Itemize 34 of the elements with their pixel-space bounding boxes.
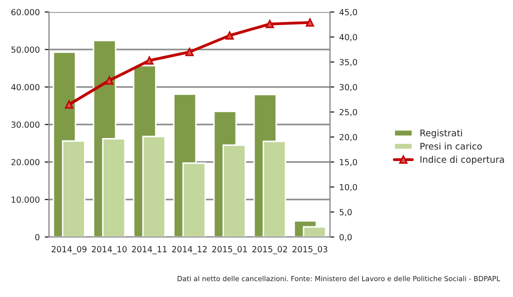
y-tick-label: 10.000 (12, 196, 40, 203)
y-tick-label: 40.000 (11, 84, 40, 90)
y2-tick-label: 35,0 (340, 58, 358, 66)
x-tick-label: 2014_11 (132, 246, 167, 254)
y2-tick-label: 40,0 (339, 34, 358, 42)
legend-label: Indice di copertura (420, 156, 504, 165)
y2-tick-label: 25,0 (340, 108, 358, 116)
y2-tick-label: 10,0 (340, 184, 358, 192)
y2-tick-label: 15,0 (340, 158, 358, 166)
y-tick-label: 30.000 (11, 121, 40, 128)
point (185, 48, 194, 56)
point (266, 20, 274, 28)
point (105, 76, 114, 85)
point (225, 31, 234, 40)
y2-tick-label: 5,0 (340, 208, 352, 216)
x-tick-label: 2014_12 (172, 246, 207, 254)
y-tick-label: 50.000 (11, 46, 40, 53)
y-tick-label: 0 (35, 234, 40, 240)
y-tick-label: 60.000 (11, 8, 40, 16)
point (306, 18, 314, 27)
y2-tick-label: 45,0 (339, 8, 358, 16)
x-tick-label: 2014_10 (92, 246, 127, 254)
y2-tick-label: 0,0 (340, 234, 352, 242)
legend-label: Registrati (420, 129, 462, 138)
y-tick-label: 20.000 (11, 158, 40, 166)
x-tick-label: 2015_03 (292, 246, 328, 254)
y2-tick-label: 20,0 (340, 134, 358, 142)
y2-tick-label: 30,0 (340, 84, 358, 92)
point (64, 100, 74, 109)
x-tick-label: 2015_02 (252, 246, 287, 254)
x-tick-label: 2014_09 (52, 246, 86, 254)
point (145, 56, 154, 65)
legend-label: Presi in carico (420, 142, 482, 150)
x-tick-label: 2015_01 (212, 246, 247, 254)
